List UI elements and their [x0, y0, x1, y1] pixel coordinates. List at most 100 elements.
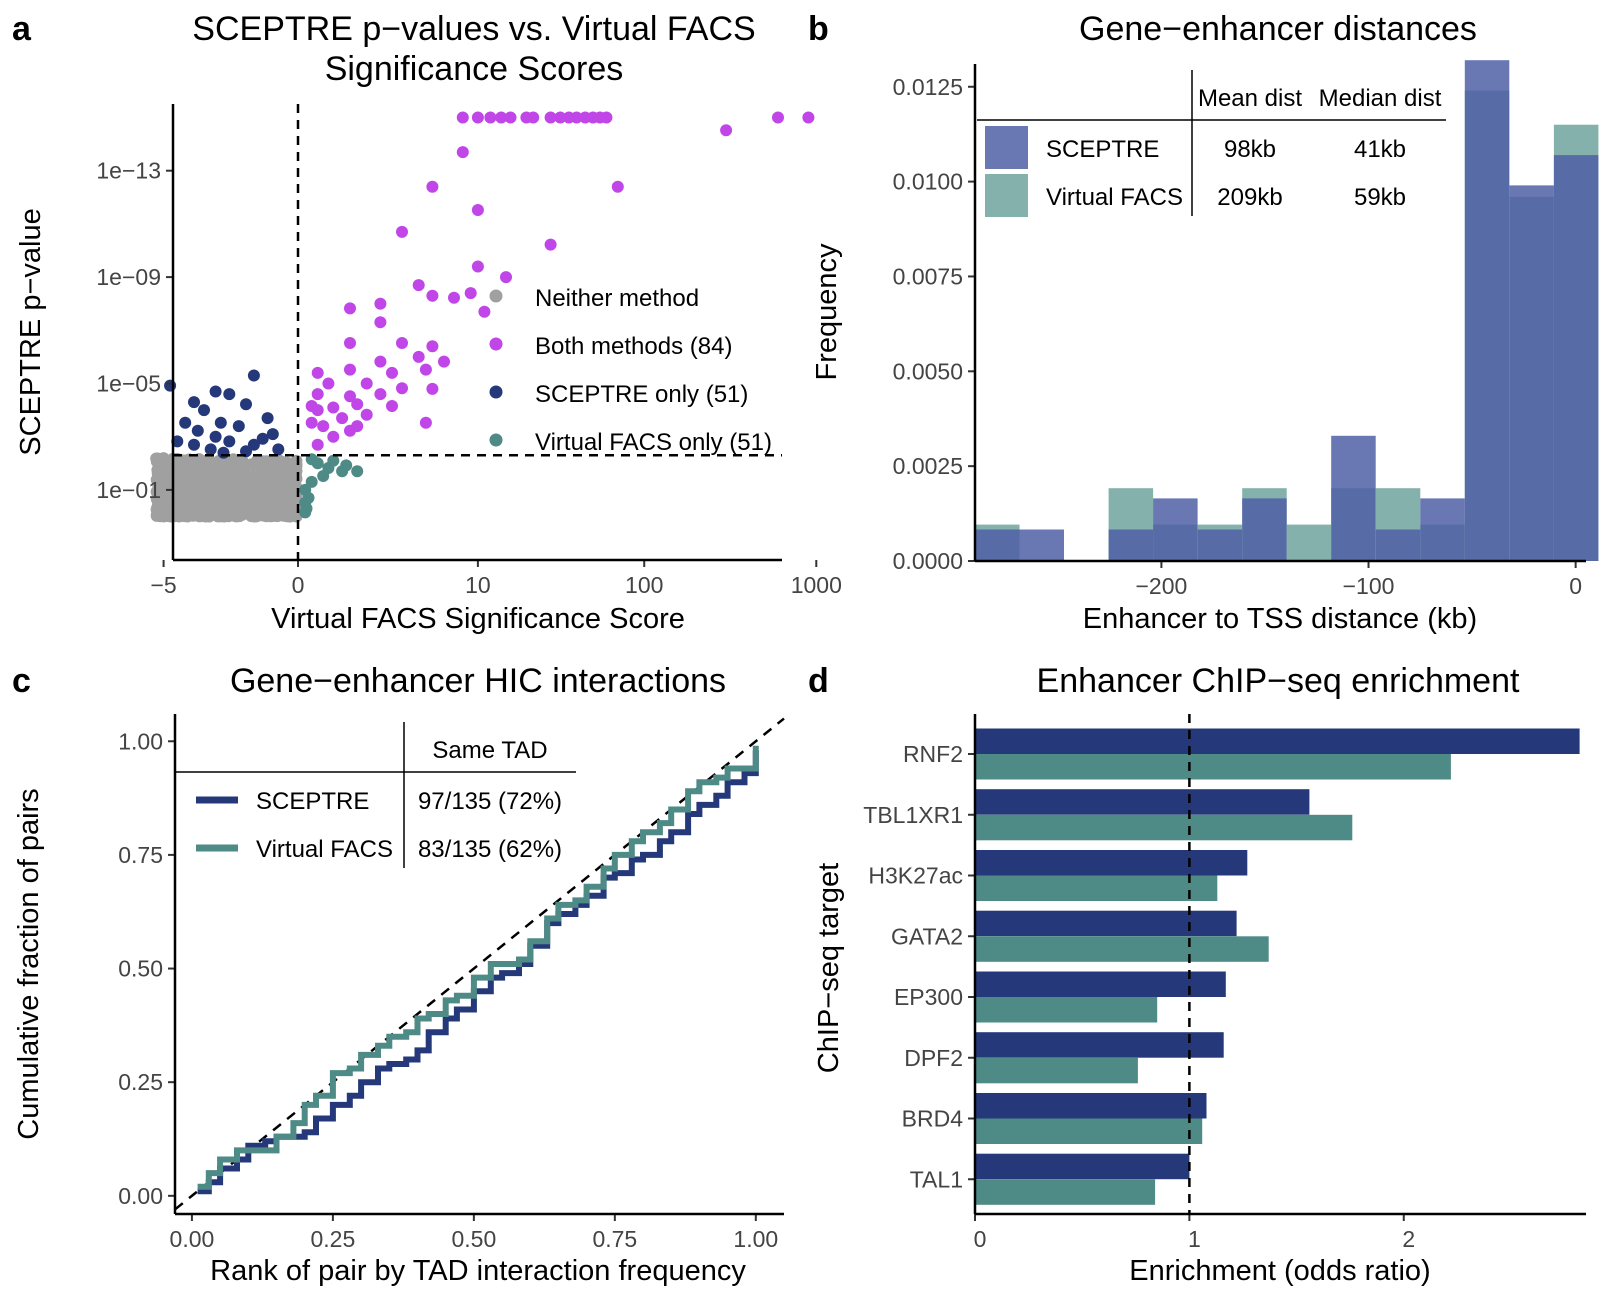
point-neither [191, 483, 204, 496]
point-both [720, 124, 733, 137]
point-both [360, 408, 373, 421]
y-tick-label: 0.0075 [893, 263, 963, 289]
point-both [336, 412, 349, 425]
panel-b-x-ticks: −200 −100 0 [1136, 561, 1582, 599]
point-both [396, 337, 408, 349]
panel-b-y-ticks: 0.0000 0.0025 0.0050 0.0075 0.0100 0.0125 [893, 74, 975, 574]
bar-sceptre [1464, 60, 1510, 561]
panel-c-title: Gene−enhancer HIC interactions [230, 662, 726, 700]
x-tick-label: 1000 [791, 572, 842, 598]
panel-b-bars [975, 60, 1599, 562]
bar-sceptre [975, 1153, 1190, 1180]
point-neither [205, 508, 218, 521]
point-vfacs-only [299, 506, 312, 519]
point-both [471, 111, 484, 124]
bar-sceptre [975, 910, 1237, 937]
panel-label-d: d [808, 662, 829, 700]
y-tick-label: 0.50 [118, 956, 163, 982]
point-sceptre-only [191, 424, 204, 437]
point-both [464, 287, 477, 300]
point-neither [289, 468, 302, 481]
panel-c-cumulative: Gene−enhancer HIC interactions 0.00 0.25 0… [13, 662, 785, 1287]
point-both [456, 146, 469, 159]
table-b-row-vfacs-median: 59kb [1354, 184, 1406, 211]
panel-a-scatter: SCEPTRE p−values vs. Virtual FACS Signif… [15, 10, 842, 635]
panel-a-x-label: Virtual FACS Significance Score [271, 603, 685, 635]
x-tick-label: −100 [1343, 573, 1395, 599]
point-both [802, 111, 815, 124]
point-both [344, 337, 356, 349]
point-both [327, 401, 340, 414]
bar-sceptre [975, 850, 1248, 876]
point-both [426, 180, 439, 193]
table-b-swatch-vfacs [985, 174, 1028, 217]
bar-sceptre [975, 1093, 1207, 1119]
panel-a-y-label: SCEPTRE p−value [15, 208, 47, 455]
panel-d-title: Enhancer ChIP−seq enrichment [1037, 662, 1520, 700]
x-tick-label: 10 [465, 572, 491, 598]
panel-b-x-label: Enhancer to TSS distance (kb) [1083, 603, 1477, 635]
panel-b-title: Gene−enhancer distances [1079, 10, 1477, 48]
point-sceptre-only [188, 438, 200, 451]
point-neither [161, 494, 174, 507]
bar-vfacs [975, 875, 1218, 901]
point-both [386, 400, 398, 412]
point-sceptre-only [223, 388, 236, 401]
point-both [374, 297, 387, 310]
point-both [374, 388, 387, 401]
point-sceptre-only [209, 385, 222, 398]
point-both [396, 382, 408, 395]
point-both [412, 350, 425, 363]
point-vfacs-only [317, 470, 330, 482]
table-b-row-vfacs-mean: 209kb [1217, 184, 1282, 211]
bar-sceptre [1153, 498, 1198, 561]
panel-c-table: Same TAD SCEPTRE 97/135 (72%) Virtual FA… [176, 722, 576, 868]
point-both [360, 377, 373, 390]
panel-c-reference-diagonal [174, 717, 785, 1211]
point-vfacs-only [351, 465, 364, 478]
point-sceptre-only [272, 443, 285, 456]
table-c-row-sceptre-name: SCEPTRE [256, 788, 369, 815]
panel-b-y-label: Frequency [811, 243, 843, 381]
point-both [351, 420, 364, 433]
y-tick-label: 0.0125 [893, 74, 963, 100]
panel-c-line-vfacs [197, 745, 759, 1190]
table-c-row-vfacs-name: Virtual FACS [256, 836, 393, 863]
bar-sceptre [975, 1032, 1224, 1058]
legend-label-both: Both methods (84) [535, 333, 732, 360]
panel-a-y-ticks: 1e−13 1e−09 1e−05 1e−01 [96, 158, 173, 503]
table-c-header: Same TAD [432, 737, 547, 764]
point-vfacs-only [340, 459, 353, 472]
x-tick-label: 0 [974, 1226, 987, 1252]
point-sceptre-only [266, 428, 279, 441]
category-label: RNF2 [903, 741, 963, 767]
point-neither [260, 455, 273, 468]
bar-sceptre [1420, 498, 1465, 561]
point-both [504, 111, 517, 124]
bar-sceptre [1331, 435, 1376, 561]
y-tick-label: 0.25 [118, 1069, 163, 1095]
y-tick-label: 0.75 [118, 842, 163, 868]
bar-sceptre [975, 971, 1226, 997]
point-both [351, 398, 364, 411]
category-label: TAL1 [910, 1166, 963, 1192]
point-both [311, 438, 324, 451]
point-vfacs-only [327, 454, 340, 467]
legend-label-sceptre: SCEPTRE only (51) [535, 381, 748, 408]
point-vfacs-only [311, 457, 324, 470]
point-both [317, 420, 330, 433]
category-label: DPF2 [904, 1045, 963, 1071]
point-both [322, 377, 335, 390]
point-both [386, 366, 398, 379]
panel-a-title-line1: SCEPTRE p−values vs. Virtual FACS [192, 10, 755, 48]
point-both [611, 180, 624, 193]
point-both [419, 416, 432, 429]
bar-sceptre [1553, 155, 1599, 561]
point-neither [270, 492, 283, 505]
point-neither [175, 491, 188, 504]
panel-label-b: b [808, 10, 829, 48]
point-neither [221, 498, 234, 511]
x-tick-label: 0.00 [170, 1226, 215, 1252]
y-tick-label: 1e−09 [96, 264, 161, 290]
table-b-row-sceptre-name: SCEPTRE [1046, 136, 1159, 163]
